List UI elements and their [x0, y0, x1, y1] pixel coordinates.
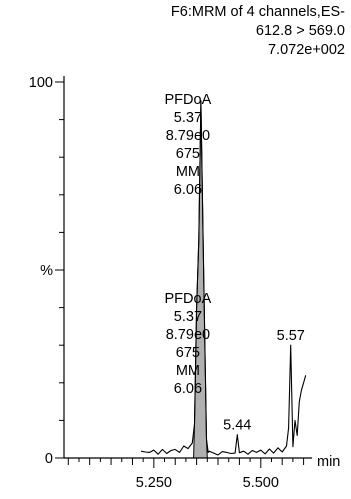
x-axis-label: min [317, 454, 340, 470]
peak-annotation-line: 6.06 [174, 381, 202, 397]
peak-annotation-line: 5.37 [174, 110, 202, 126]
chart-header-line1: F6:MRM of 4 channels,ES- [170, 4, 345, 20]
peak-annotation-line: PFDoA [165, 92, 212, 108]
peak-annotation-line: MM [176, 164, 200, 180]
y-tick-label: 100 [29, 75, 53, 91]
peak-annotation-line: 5.44 [223, 418, 251, 434]
x-tick-label: 5.500 [243, 475, 279, 491]
y-tick-label: % [40, 263, 53, 279]
peak-annotation-line: MM [176, 363, 200, 379]
peak-annotation-line: 675 [176, 146, 200, 162]
peak-annotation-line: 675 [176, 345, 200, 361]
chart-header-line2: 612.8 > 569.0 [255, 23, 345, 39]
chart-header-line3: 7.072e+002 [267, 42, 345, 58]
peak-annotation-line: 6.06 [174, 182, 202, 198]
peak-annotation-line: PFDoA [165, 291, 212, 307]
chromatogram-trace [140, 100, 307, 456]
peak-annotation-line: 5.37 [174, 309, 202, 325]
y-tick-label: 0 [45, 451, 53, 467]
peak-annotation-2: 5.57 [277, 328, 305, 344]
x-tick-label: 5.250 [136, 475, 172, 491]
peak-annotation-3: 5.44 [223, 418, 251, 434]
peak-annotation-line: 5.57 [277, 328, 305, 344]
peak-annotation-line: 8.79e0 [166, 128, 210, 144]
peak-annotation-1: PFDoA 5.37 8.79e0 675 MM 6.06 [165, 291, 212, 397]
peak-annotation-0: PFDoA 5.37 8.79e0 675 MM 6.06 [165, 92, 212, 198]
peak-annotation-line: 8.79e0 [166, 327, 210, 343]
